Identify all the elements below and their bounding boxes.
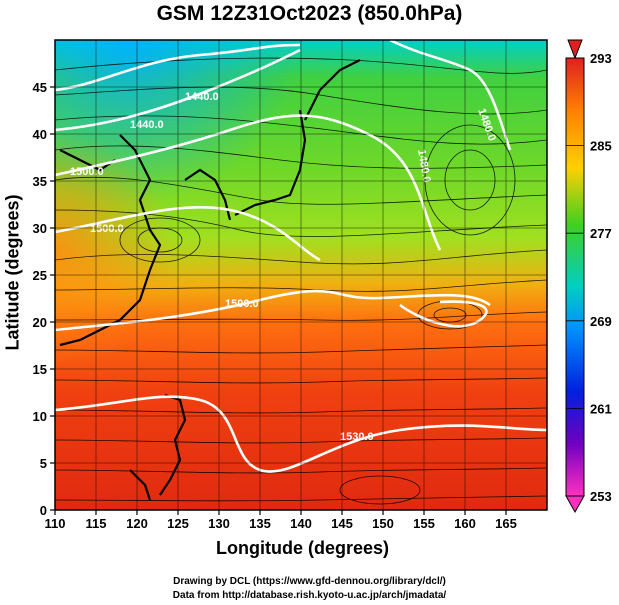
credit-line-drawing: Drawing by DCL (https://www.gfd-dennou.o… <box>173 576 446 587</box>
y-tick-label: 35 <box>33 174 47 189</box>
y-tick-label: 25 <box>33 268 47 283</box>
x-tick-label: 165 <box>495 516 517 531</box>
chart-title: GSM 12Z31Oct2023 (850.0hPa) <box>156 2 463 25</box>
contour-label: 1500.0 <box>90 223 124 235</box>
y-axis-ticks: 0 5 10 15 20 25 30 35 40 45 <box>33 80 55 518</box>
colorbar-tick-label: 253 <box>590 489 612 504</box>
contour-label: 1500.0 <box>225 298 259 310</box>
colorbar: 293 285 277 269 261 253 <box>565 39 612 514</box>
colorbar-ticks: 293 285 277 269 261 253 <box>566 51 612 504</box>
coastline <box>59 59 361 501</box>
y-tick-label: 0 <box>40 503 47 518</box>
x-tick-label: 150 <box>372 516 394 531</box>
x-tick-label: 115 <box>86 516 107 531</box>
contour-label: 1440.0 <box>185 91 219 103</box>
y-axis-label: Latitude (degrees) <box>2 194 23 351</box>
y-tick-label: 15 <box>33 362 47 377</box>
contour-label: 1440.0 <box>130 119 164 131</box>
colorbar-tick-label: 277 <box>590 226 612 241</box>
colorbar-tick-label: 285 <box>590 139 612 154</box>
credit-line-data: Data from http://database.rish.kyoto-u.a… <box>172 590 447 601</box>
x-tick-label: 120 <box>126 516 148 531</box>
y-tick-label: 10 <box>33 409 47 424</box>
x-tick-label: 130 <box>208 516 230 531</box>
colorbar-tick-label: 261 <box>590 401 612 416</box>
y-tick-label: 20 <box>33 315 47 330</box>
colorbar-top-arrow <box>567 39 583 60</box>
x-tick-label: 155 <box>413 516 435 531</box>
contour-label: 1530.0 <box>340 431 374 443</box>
y-tick-label: 40 <box>33 127 47 142</box>
y-tick-label: 5 <box>40 456 47 471</box>
x-tick-label: 140 <box>290 516 312 531</box>
y-tick-label: 45 <box>33 80 47 95</box>
colorbar-scale <box>565 57 585 497</box>
x-tick-label: 110 <box>45 516 66 531</box>
x-tick-label: 145 <box>331 516 353 531</box>
y-tick-label: 30 <box>33 221 47 236</box>
x-axis-ticks: 110 115 120 125 130 135 140 145 150 155 160 165 <box>45 510 517 531</box>
x-axis-label: Longitude (degrees) <box>215 538 389 558</box>
contour-labels: 1440.0 1440.0 1480.0 1500.0 1500.0 1480.… <box>70 91 498 443</box>
streamlines <box>54 57 548 505</box>
colorbar-bottom-arrow <box>565 495 585 514</box>
contour-label: 1500.0 <box>70 166 104 178</box>
colorbar-tick-label: 269 <box>590 314 612 329</box>
x-tick-label: 160 <box>454 516 476 531</box>
x-tick-label: 135 <box>249 516 271 531</box>
colorbar-tick-label: 293 <box>590 51 612 66</box>
x-tick-label: 125 <box>167 516 189 531</box>
